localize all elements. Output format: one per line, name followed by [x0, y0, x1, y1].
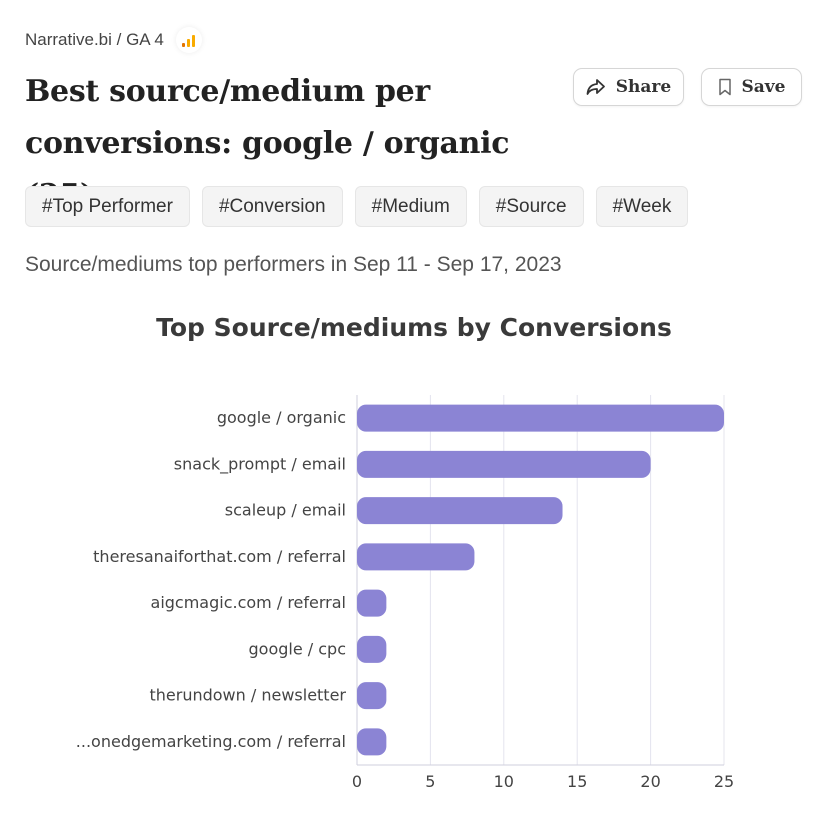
- tag-medium[interactable]: #Medium: [354, 186, 467, 227]
- y-category-label: snack_prompt / email: [174, 454, 346, 474]
- tag-week[interactable]: #Week: [595, 186, 689, 227]
- x-tick-label: 10: [494, 772, 514, 791]
- chart-title: Top Source/mediums by Conversions: [156, 313, 672, 342]
- x-tick-label: 0: [352, 772, 362, 791]
- tag-conversion[interactable]: #Conversion: [201, 186, 343, 227]
- bar: [357, 635, 387, 663]
- tag-top-performer[interactable]: #Top Performer: [25, 186, 190, 227]
- save-label: Save: [741, 77, 786, 97]
- bookmark-icon: [718, 78, 731, 96]
- share-label: Share: [615, 77, 672, 97]
- x-tick-label: 5: [425, 772, 435, 791]
- bar: [357, 450, 651, 478]
- y-category-label: aigcmagic.com / referral: [151, 593, 346, 612]
- bar: [357, 404, 724, 432]
- y-category-label: scaleup / email: [225, 501, 346, 520]
- save-button[interactable]: Save: [701, 68, 802, 106]
- breadcrumb[interactable]: Narrative.bi / GA 4: [25, 27, 202, 53]
- x-tick-label: 15: [567, 772, 587, 791]
- ga-analytics-icon: [176, 27, 202, 53]
- breadcrumb-text: Narrative.bi / GA 4: [25, 30, 164, 49]
- tag-list: #Top Performer #Conversion #Medium #Sour…: [25, 186, 689, 227]
- y-category-label: theresanaiforthat.com / referral: [93, 547, 346, 566]
- y-category-label: google / organic: [217, 408, 346, 427]
- share-icon: [586, 79, 605, 95]
- insight-subtitle: Source/mediums top performers in Sep 11 …: [25, 253, 562, 276]
- bar-chart: 0 5 10 15 20 25 google / organic snack_prompt /…: [76, 395, 734, 791]
- bar: [357, 497, 563, 525]
- y-category-label: google / cpc: [249, 639, 347, 658]
- x-tick-label: 20: [640, 772, 660, 791]
- share-button[interactable]: Share: [573, 68, 684, 106]
- x-tick-label: 25: [714, 772, 734, 791]
- bar: [357, 682, 387, 710]
- bar: [357, 728, 387, 756]
- page-title: Best source/medium per conversions: goog…: [25, 74, 510, 213]
- y-category-label: therundown / newsletter: [149, 686, 346, 705]
- y-category-label: ...onedgemarketing.com / referral: [76, 732, 346, 751]
- tag-source[interactable]: #Source: [478, 186, 584, 227]
- bar: [357, 589, 387, 617]
- bar: [357, 543, 475, 571]
